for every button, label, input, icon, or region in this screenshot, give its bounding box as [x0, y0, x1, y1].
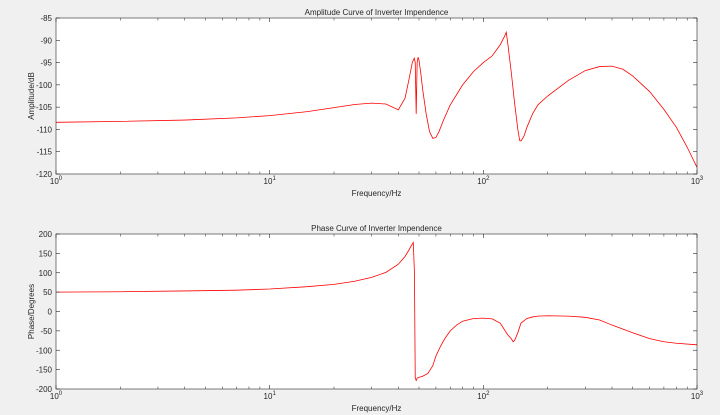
amplitude-y-tick-label: -115: [37, 148, 53, 157]
amplitude-curve-line: [55, 30, 698, 168]
amplitude-x-tick-label: 101: [264, 176, 277, 186]
amplitude-y-tick-label: -85: [40, 14, 52, 23]
phase-curve-group: [55, 241, 698, 382]
amplitude-axes-background: [56, 18, 697, 174]
amplitude-plot-title: Amplitude Curve of Inverter Impendence: [305, 8, 449, 17]
phase-x-tick-label: 101: [264, 391, 277, 401]
amplitude-subplot: 100 101 102 103 -120 -115 -110 -105 -100 -95 -90 -8…: [27, 8, 704, 198]
amplitude-axes-frame: [55, 17, 698, 175]
amplitude-y-tick-label: -90: [40, 36, 52, 45]
phase-y-tick-label: 0: [48, 308, 53, 317]
phase-x-tick-label: 100: [50, 391, 63, 401]
phase-y-tick-label: -150: [36, 366, 53, 375]
amplitude-y-tick-label: -120: [36, 170, 53, 179]
phase-curve-line: [55, 241, 698, 382]
phase-y-tick-label: 100: [39, 269, 53, 278]
phase-subplot: 100 101 102 103-200-150-100-50050100150200 …: [27, 224, 704, 413]
phase-x-tick-label: 103: [691, 391, 704, 401]
amplitude-x-tick-label: 103: [691, 176, 704, 186]
phase-y-axis-title: Phase/Degrees: [27, 284, 36, 339]
amplitude-x-tick-label: 102: [477, 176, 490, 186]
phase-ticks: 100 101 102 103 -200 -150 -100 -50 0 50 100 150 200: [36, 230, 704, 401]
amplitude-ticks: 100 101 102 103 -120 -115 -110 -105 -100 -95 -90 -8…: [36, 14, 704, 186]
amplitude-x-tick-label: 100: [50, 176, 63, 186]
phase-y-tick-label: 200: [39, 230, 53, 239]
phase-y-tick-label: -200: [36, 385, 53, 394]
phase-plot-title: Phase Curve of Inverter Impendence: [311, 224, 442, 233]
phase-axes-background: [56, 234, 697, 389]
amplitude-x-axis-title: Frequency/Hz: [352, 189, 402, 198]
phase-y-tick-label: 50: [43, 288, 52, 297]
phase-y-tick-label: 150: [39, 249, 53, 258]
phase-x-axis-title: Frequency/Hz: [352, 404, 402, 413]
phase-y-tick-label: -100: [36, 346, 53, 355]
amplitude-y-axis-title: Amplitude/dB: [27, 72, 36, 120]
amplitude-y-tick-label: -110: [37, 125, 53, 134]
phase-y-tick-label: -50: [40, 327, 52, 336]
amplitude-curve-group: [55, 30, 698, 168]
amplitude-y-tick-label: -100: [36, 81, 53, 90]
amplitude-y-tick-label: -105: [36, 103, 53, 112]
phase-x-tick-label: 102: [477, 391, 490, 401]
amplitude-y-tick-label: -95: [40, 59, 52, 68]
